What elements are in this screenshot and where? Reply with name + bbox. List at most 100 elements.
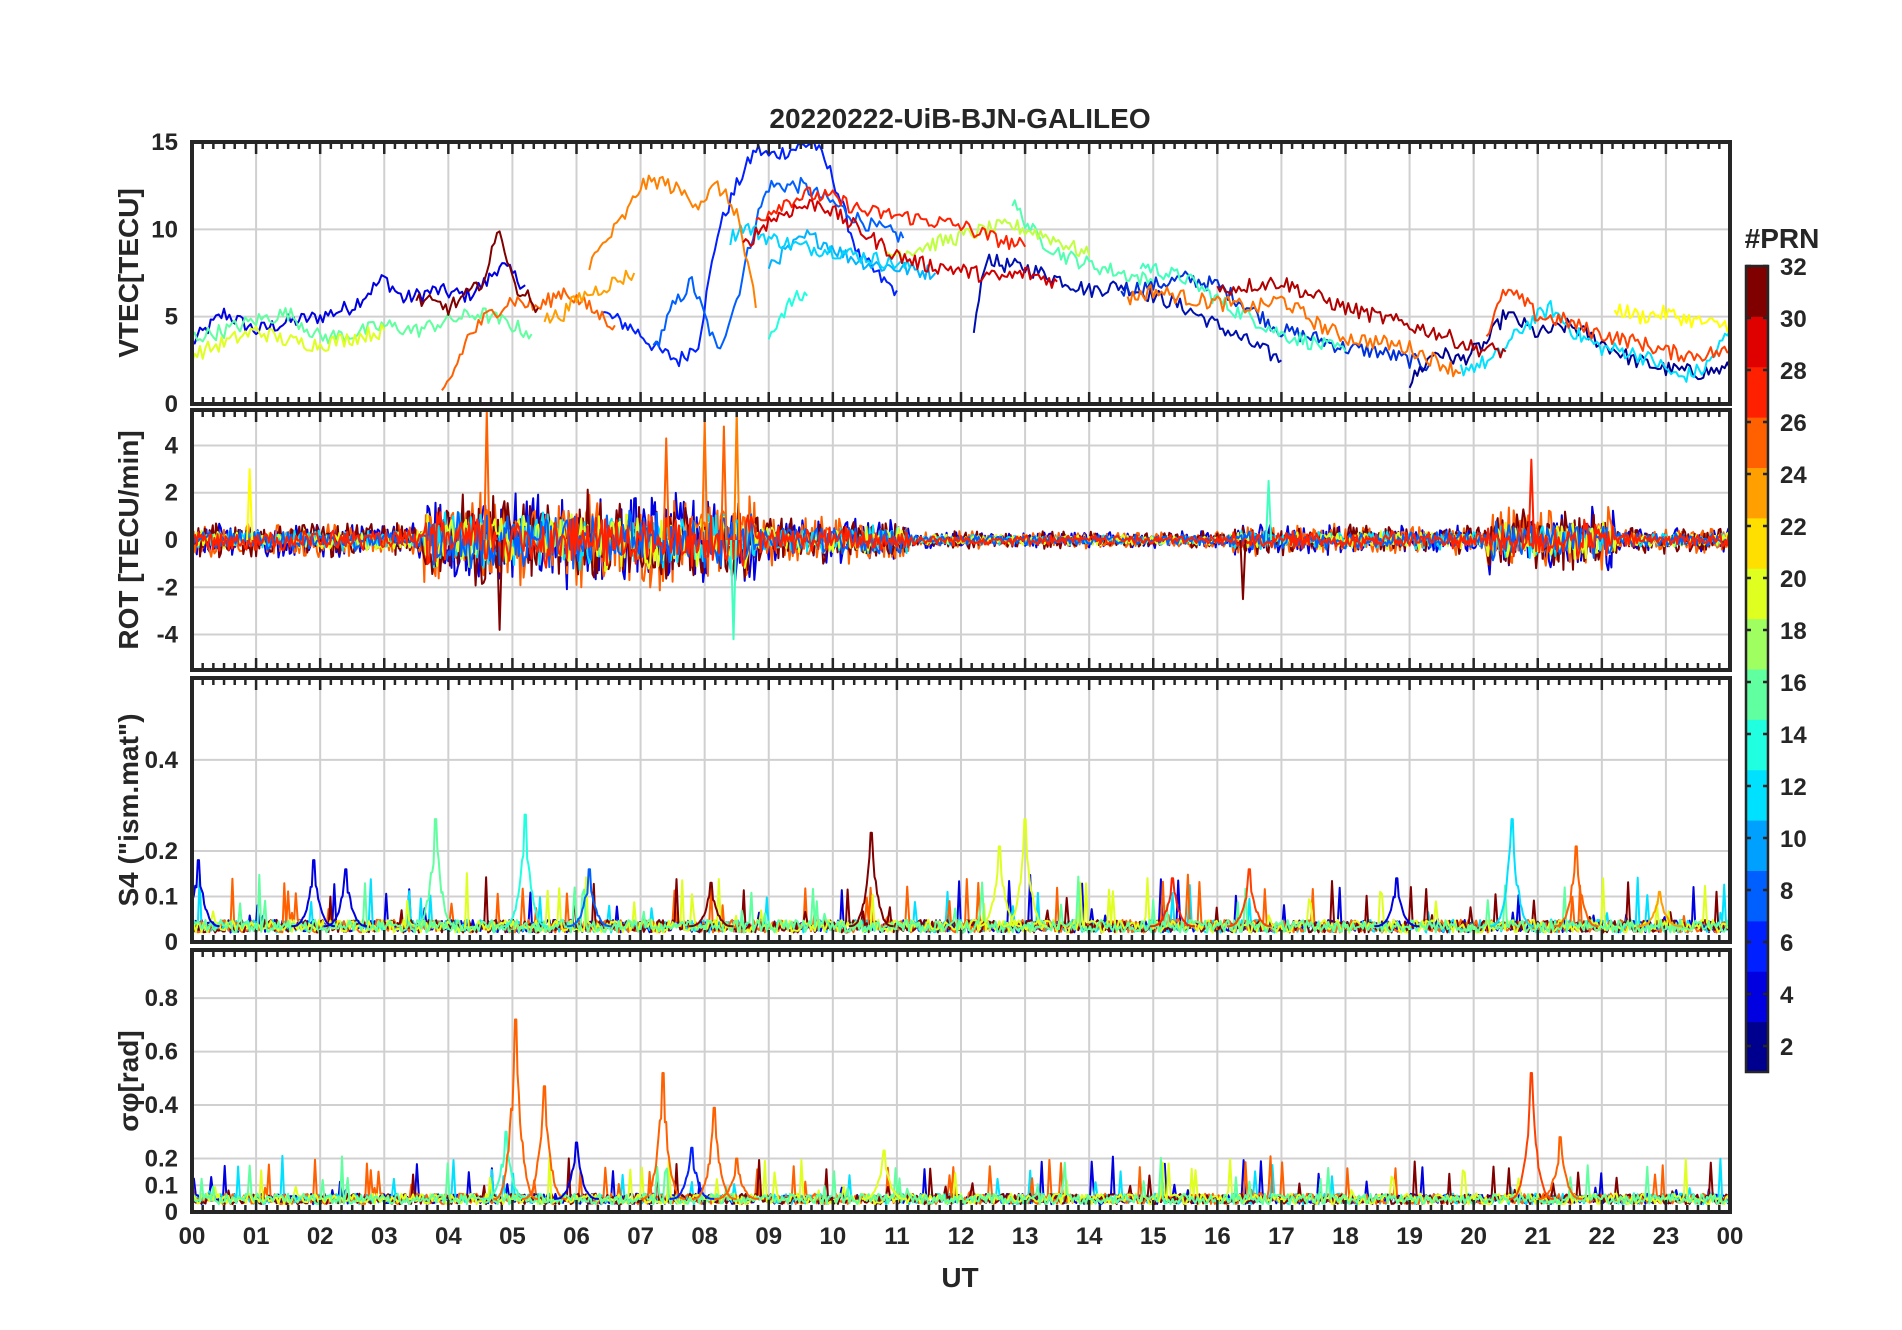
y-tick-label: 0.1: [145, 883, 178, 910]
rot-spike: [662, 437, 670, 541]
x-tick-label: 11: [884, 1223, 909, 1250]
panel-2: -4 -2 0 2 4 ROT [TECU/min]: [113, 408, 1732, 672]
colorbar-tick-label: 10: [1780, 826, 1807, 853]
vtec-series-prn-12: [1459, 300, 1730, 383]
panel-data: [192, 410, 1730, 641]
index-peak: [976, 845, 1022, 928]
x-tick-label: 02: [307, 1223, 334, 1250]
colorbar-segment: [1746, 442, 1768, 468]
colorbar-tick-label: 2: [1780, 1034, 1793, 1061]
vtec-series-prn-16: [192, 307, 533, 345]
y-tick-label: 0: [165, 1199, 178, 1226]
index-trace: [192, 1155, 1729, 1206]
vtec-series-prn-12: [729, 222, 911, 270]
index-peak: [714, 1157, 760, 1200]
y-tick-label: 15: [151, 129, 178, 156]
colorbar-segment: [1746, 568, 1768, 594]
y-tick-label: -2: [157, 574, 178, 601]
vtec-series-prn-14: [1139, 262, 1347, 353]
index-peak: [848, 831, 894, 928]
panel-1: 0 5 10 15 VTEC[TECU]: [113, 129, 1732, 418]
vtec-series-prn-25: [441, 287, 616, 391]
vtec-series-prn-3: [192, 262, 526, 345]
index-peak: [1537, 1136, 1583, 1200]
rot-spike: [496, 539, 504, 631]
panel-data: [192, 813, 1730, 934]
vtec-series-prn-30: [742, 198, 1058, 289]
y-tick-label: 0.4: [145, 747, 179, 774]
colorbar-segment: [1746, 417, 1768, 443]
y-tick-label: -4: [157, 622, 179, 649]
index-peak: [1553, 845, 1599, 928]
index-peak: [192, 859, 220, 928]
vtec-series-prn-15: [1011, 199, 1155, 286]
vtec-series-prn-32: [415, 230, 539, 316]
colorbar-segment: [1746, 593, 1768, 620]
y-tick-label: 0.4: [145, 1092, 179, 1119]
y-tick-label: 0.6: [145, 1039, 178, 1066]
index-peak: [1637, 890, 1682, 928]
colorbar-segment: [1746, 971, 1768, 997]
index-peak: [1150, 877, 1195, 928]
x-axis-label: UT: [941, 1262, 978, 1293]
y-tick-label: 5: [165, 304, 178, 331]
rot-spike: [733, 410, 741, 541]
vtec-series-prn-11: [767, 229, 937, 280]
rot-spike: [1265, 479, 1273, 541]
index-peak: [1508, 1072, 1554, 1200]
rot-spike: [1239, 539, 1247, 601]
x-tick-label: 12: [948, 1223, 975, 1250]
x-tick-label: 00: [1717, 1223, 1744, 1250]
index-peak: [688, 881, 734, 928]
index-peak: [291, 859, 335, 928]
vtec-series-prn-24: [1126, 284, 1462, 378]
y-tick-label: 0.8: [145, 985, 178, 1012]
y-tick-label: 4: [165, 432, 179, 459]
colorbar-segment: [1746, 946, 1768, 972]
panel-frame: [190, 948, 1732, 1214]
colorbar-segment: [1746, 492, 1768, 519]
colorbar-segment: [1746, 366, 1768, 393]
x-tick-label: 05: [499, 1223, 526, 1250]
colorbar-segment: [1746, 694, 1768, 720]
index-peak: [861, 1149, 907, 1200]
colorbar-tick-label: 6: [1780, 930, 1793, 957]
vtec-series-prn-26: [1485, 288, 1730, 363]
colorbar-segment: [1746, 895, 1768, 922]
colorbar-segment: [1746, 744, 1768, 771]
colorbar-tick-label: 4: [1780, 982, 1794, 1009]
index-peak: [323, 868, 367, 928]
y-axis-label: VTEC[TECU]: [113, 188, 144, 358]
y-tick-label: 2: [165, 480, 178, 507]
colorbar-segment: [1746, 794, 1768, 821]
colorbar-segment: [1746, 643, 1768, 670]
vtec-series-prn-7: [652, 176, 905, 350]
vtec-series-prn-21: [1613, 303, 1730, 333]
colorbar-segment: [1746, 316, 1768, 343]
x-tick-label: 22: [1588, 1223, 1615, 1250]
x-tick-label: 16: [1204, 1223, 1231, 1250]
rot-spike: [1527, 458, 1535, 541]
colorbar-segment: [1746, 719, 1768, 746]
index-peak: [669, 1146, 715, 1200]
x-tick-label: 01: [243, 1223, 270, 1250]
colorbar-segment: [1746, 391, 1768, 418]
vtec-series-prn-23: [543, 269, 636, 324]
colorbar-segment: [1746, 543, 1768, 569]
rot-spike: [729, 539, 738, 641]
colorbar-tick-label: 12: [1780, 774, 1807, 801]
rot-spike: [483, 410, 491, 541]
rot-spike: [720, 425, 728, 541]
y-tick-label: 0.2: [145, 1146, 178, 1173]
colorbar-segment: [1746, 920, 1768, 947]
chart-title: 20220222-UiB-BJN-GALILEO: [769, 103, 1150, 134]
y-tick-label: 0.2: [145, 838, 178, 865]
index-peak: [1489, 818, 1535, 928]
vtec-series-prn-5: [601, 142, 898, 368]
colorbar-segment: [1746, 467, 1768, 494]
colorbar-tick-label: 18: [1780, 618, 1807, 645]
x-tick-label: 20: [1460, 1223, 1487, 1250]
